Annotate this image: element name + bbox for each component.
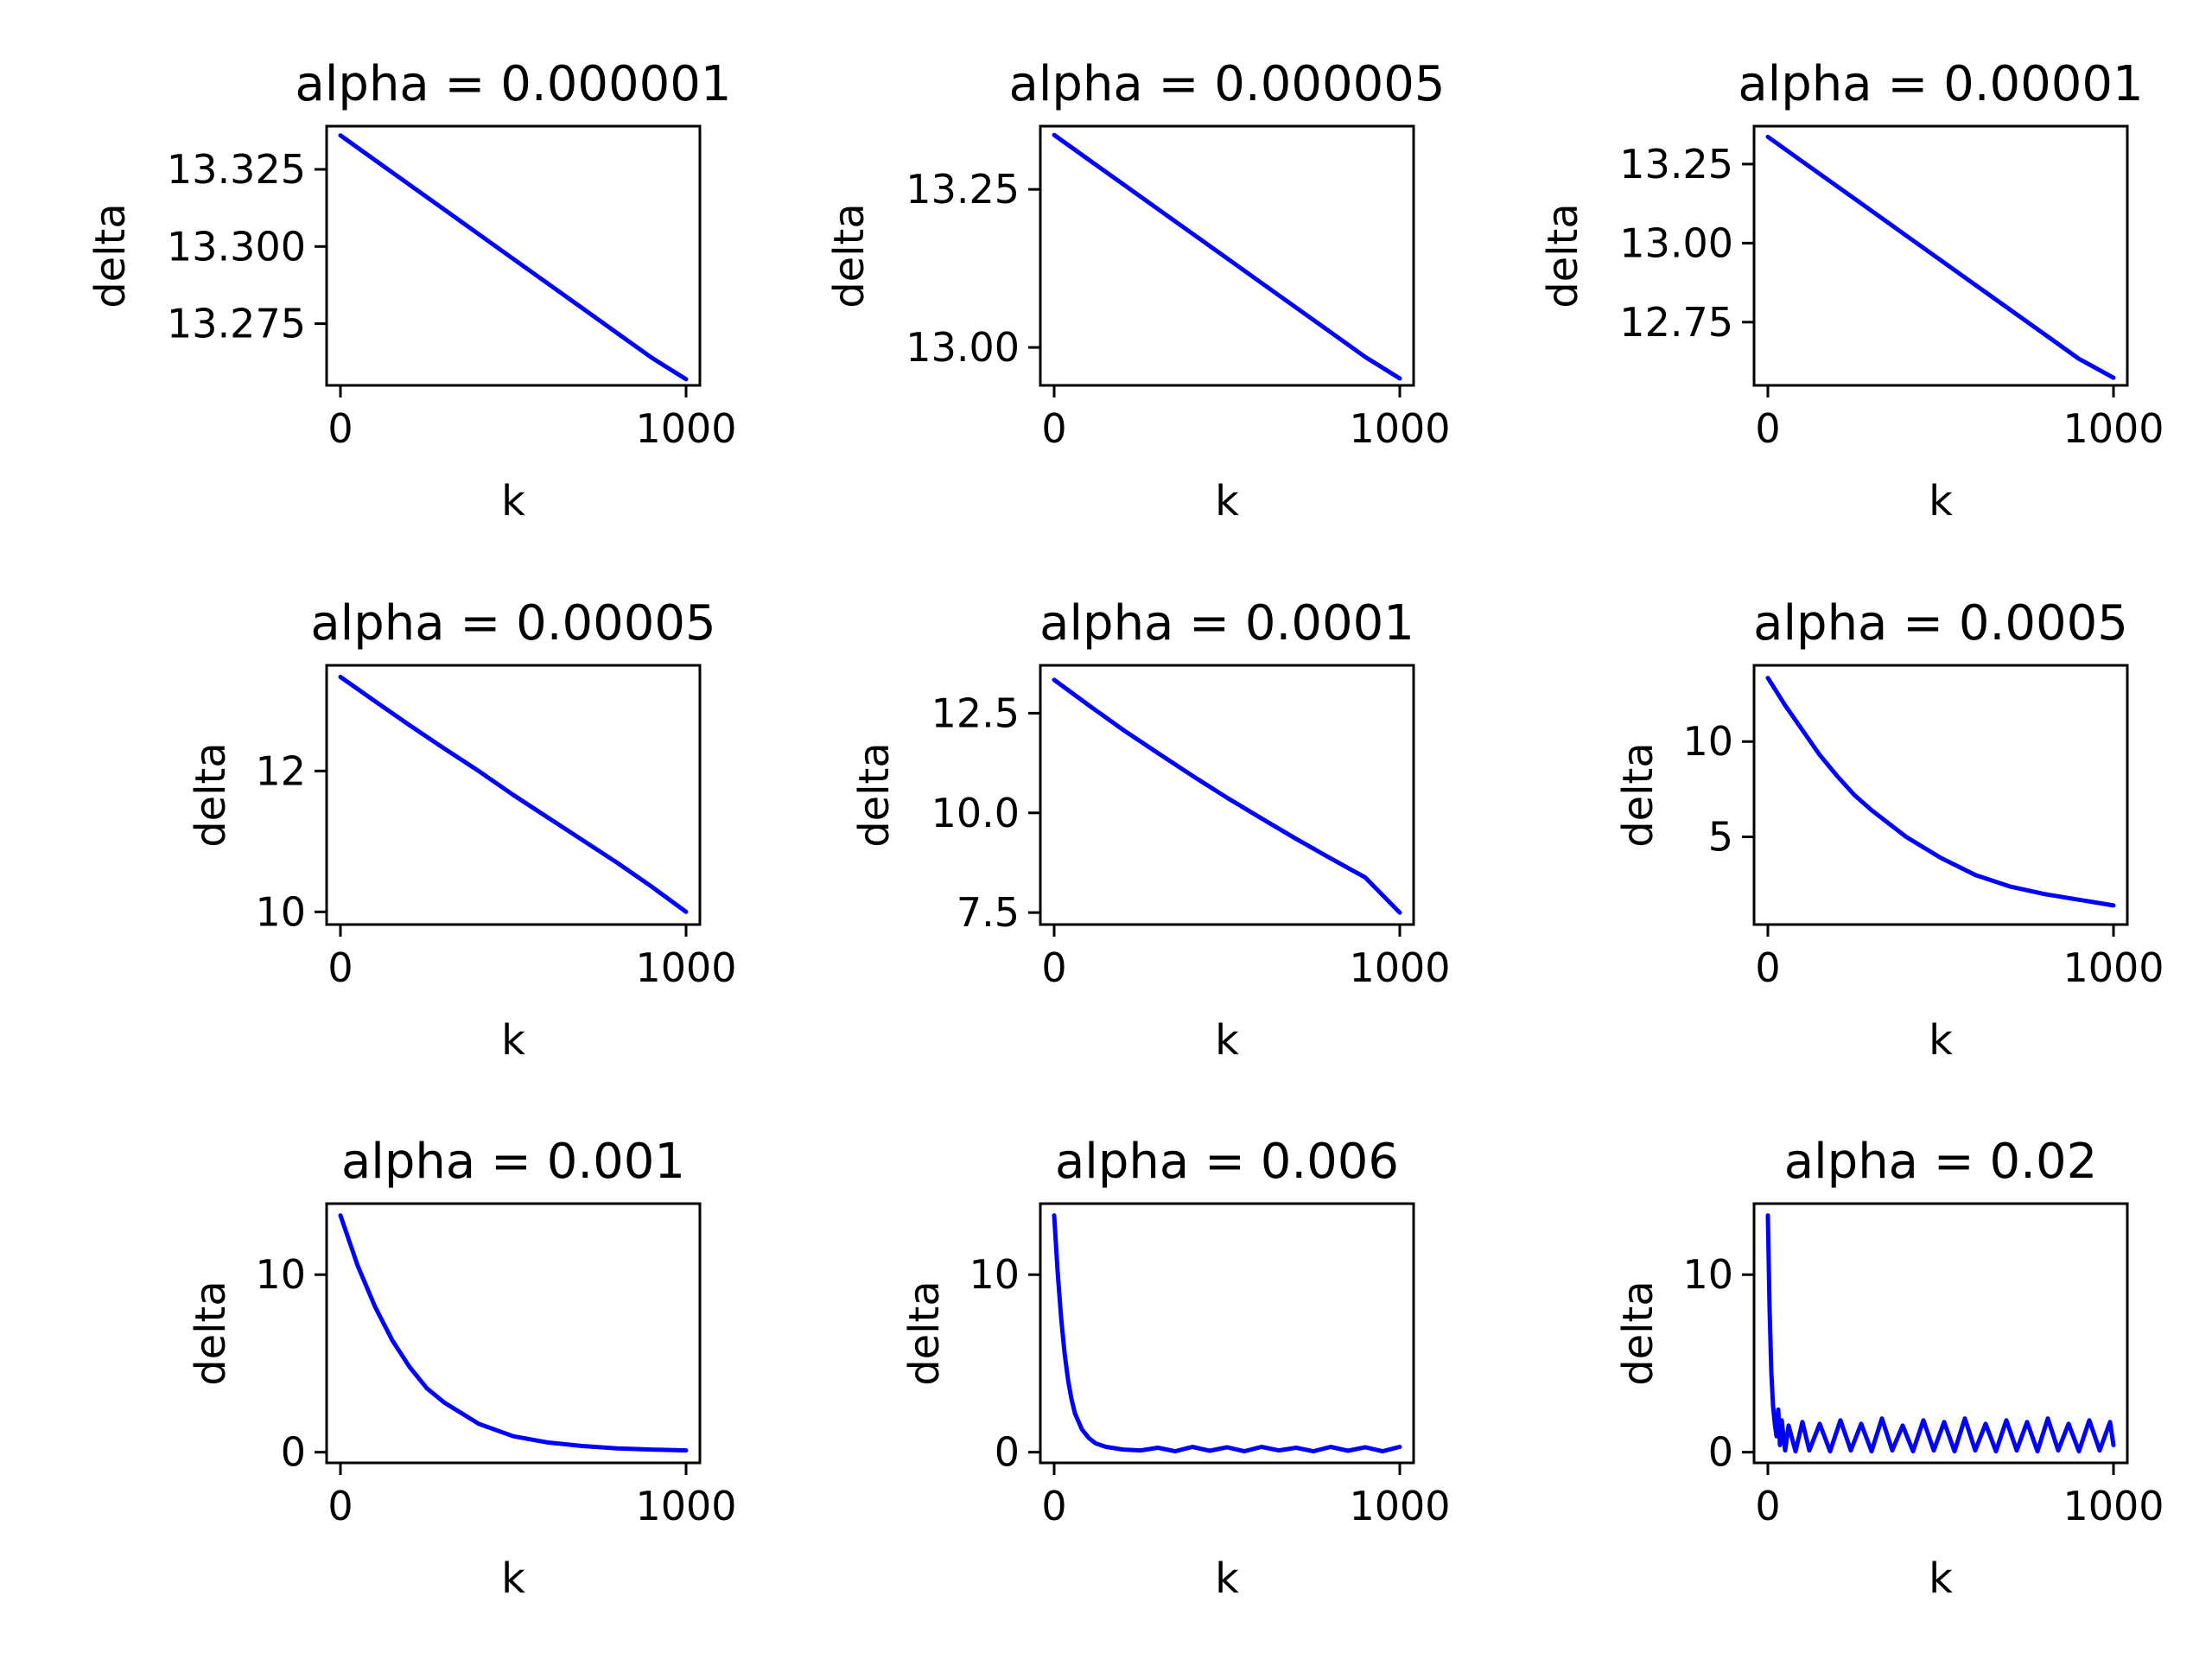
x-tick-label: 1000 xyxy=(1349,944,1450,991)
y-tick-label: 0 xyxy=(995,1429,1020,1476)
y-axis-label: delta xyxy=(1539,203,1587,308)
y-tick-label: 10 xyxy=(255,888,306,935)
x-tick-label: 0 xyxy=(1755,405,1780,452)
x-tick-label: 0 xyxy=(327,1483,353,1529)
y-tick-label: 13.25 xyxy=(906,166,1020,213)
x-axis-label: k xyxy=(501,1016,525,1065)
subplot-title: alpha = 0.00005 xyxy=(310,595,715,652)
y-axis-label: delta xyxy=(850,742,899,848)
x-tick-label: 0 xyxy=(327,405,353,452)
x-tick-label: 0 xyxy=(1755,944,1780,991)
y-axis-label: delta xyxy=(900,1281,949,1386)
y-tick-label: 10.0 xyxy=(931,790,1020,836)
series-line xyxy=(338,133,689,382)
axes-frame xyxy=(325,1202,702,1465)
y-tick-label: 0 xyxy=(281,1429,306,1476)
x-tick-label: 0 xyxy=(1755,1483,1780,1529)
y-tick-label: 13.300 xyxy=(167,223,306,270)
subplot-1: 0 1000 13.275 13.300 13.325 alpha = 0.000001 k… xyxy=(86,56,737,525)
axes-frame xyxy=(1039,664,1415,926)
subplot-7: 0 1000 0 10 alpha = 0.001 k delta xyxy=(187,1134,737,1603)
series-line xyxy=(338,674,689,914)
subplot-title: alpha = 0.001 xyxy=(341,1134,685,1190)
axes-frame xyxy=(1752,664,2129,926)
x-tick-label: 1000 xyxy=(2063,944,2164,991)
subplot-title: alpha = 0.000005 xyxy=(1009,56,1446,112)
x-axis-label: k xyxy=(1929,477,1953,525)
y-tick-label: 13.325 xyxy=(167,146,306,193)
x-axis-label: k xyxy=(501,1554,525,1603)
y-tick-label: 5 xyxy=(1708,814,1733,861)
x-tick-label: 0 xyxy=(1041,1483,1066,1529)
x-axis-label: k xyxy=(1929,1016,1953,1065)
series-line xyxy=(1052,132,1402,381)
subplot-8: 0 1000 0 10 alpha = 0.006 k delta xyxy=(900,1134,1451,1603)
subplot-title: alpha = 0.00001 xyxy=(1738,56,2143,112)
y-tick-label: 10 xyxy=(1682,718,1733,765)
y-tick-label: 10 xyxy=(969,1251,1020,1298)
subplot-title: alpha = 0.006 xyxy=(1055,1134,1399,1190)
subplot-title: alpha = 0.0001 xyxy=(1039,595,1414,652)
x-axis-label: k xyxy=(1929,1554,1953,1603)
y-tick-label: 12.75 xyxy=(1619,299,1733,346)
x-tick-label: 1000 xyxy=(635,1483,736,1529)
y-axis-label: delta xyxy=(1614,1281,1662,1386)
y-tick-label: 12.5 xyxy=(931,690,1020,736)
y-tick-label: 13.00 xyxy=(906,324,1020,371)
y-tick-label: 13.25 xyxy=(1619,141,1733,188)
subplot-4: 0 1000 10 12 alpha = 0.00005 k delta xyxy=(187,595,737,1065)
x-tick-label: 1000 xyxy=(2063,405,2164,452)
x-tick-label: 1000 xyxy=(1349,405,1450,452)
subplot-5: 0 1000 7.5 10.0 12.5 alpha = 0.0001 k delta xyxy=(850,595,1451,1065)
series-line xyxy=(338,1213,689,1453)
y-axis-label: delta xyxy=(825,203,874,308)
y-axis-label: delta xyxy=(187,742,235,848)
x-axis-label: k xyxy=(1215,1554,1239,1603)
x-tick-label: 0 xyxy=(327,944,353,991)
x-axis-label: k xyxy=(501,477,525,525)
subplot-6: 0 1000 5 10 alpha = 0.0005 k delta xyxy=(1614,595,2164,1065)
y-axis-label: delta xyxy=(86,203,135,308)
x-axis-label: k xyxy=(1215,477,1239,525)
x-tick-label: 1000 xyxy=(635,944,736,991)
axes-frame xyxy=(1039,1202,1415,1465)
y-tick-label: 10 xyxy=(255,1251,306,1298)
subplot-title: alpha = 0.000001 xyxy=(296,56,732,112)
axes-frame xyxy=(1752,1202,2129,1465)
y-tick-label: 12 xyxy=(255,747,306,794)
x-axis-label: k xyxy=(1215,1016,1239,1065)
y-axis-label: delta xyxy=(187,1281,235,1386)
y-tick-label: 0 xyxy=(1708,1429,1733,1476)
y-tick-label: 13.00 xyxy=(1619,219,1733,266)
subplot-title: alpha = 0.0005 xyxy=(1753,595,2128,652)
subplot-9: 0 1000 0 10 alpha = 0.02 k delta xyxy=(1614,1134,2164,1603)
subplot-title: alpha = 0.02 xyxy=(1784,1134,2097,1190)
y-axis-label: delta xyxy=(1614,742,1662,848)
series-line xyxy=(1052,677,1402,915)
axes-frame xyxy=(325,124,702,387)
x-tick-label: 1000 xyxy=(635,405,736,452)
x-tick-label: 1000 xyxy=(2063,1483,2164,1529)
series-line xyxy=(1765,134,2116,380)
x-tick-label: 0 xyxy=(1041,405,1066,452)
y-tick-label: 13.275 xyxy=(167,301,306,347)
axes-frame xyxy=(325,664,702,926)
y-tick-label: 7.5 xyxy=(957,889,1020,936)
x-tick-label: 0 xyxy=(1041,944,1066,991)
series-line xyxy=(1765,1213,2116,1454)
y-tick-label: 10 xyxy=(1682,1251,1733,1298)
subplot-2: 0 1000 13.00 13.25 alpha = 0.000005 k delta xyxy=(825,56,1451,525)
series-line xyxy=(1765,676,2116,908)
series-line xyxy=(1052,1213,1402,1454)
axes-frame xyxy=(1039,124,1415,387)
axes-frame xyxy=(1752,124,2129,387)
x-tick-label: 1000 xyxy=(1349,1483,1450,1529)
